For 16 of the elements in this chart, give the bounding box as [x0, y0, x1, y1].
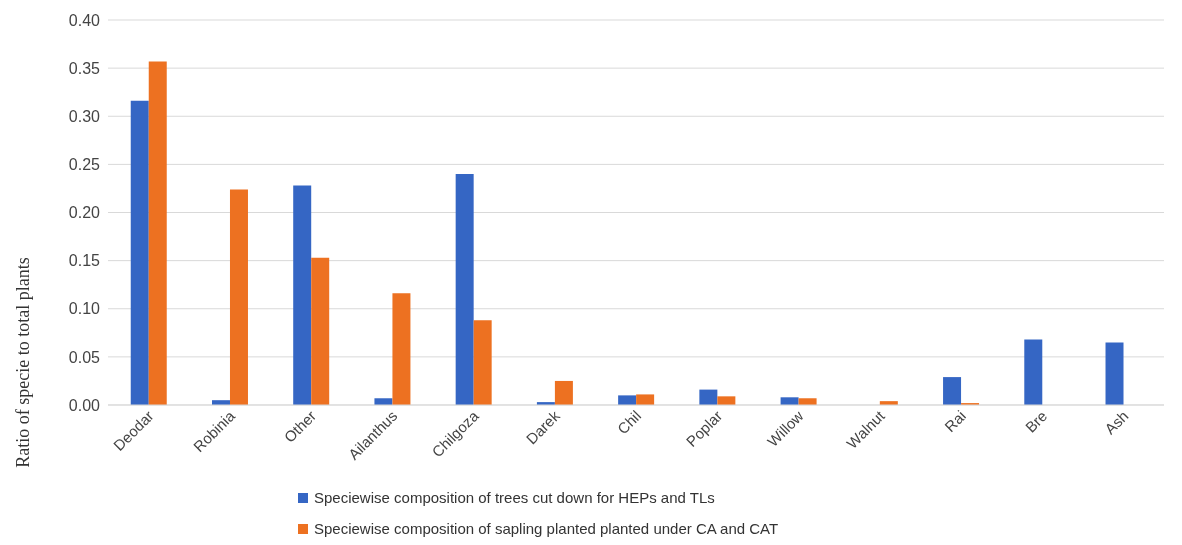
y-tick-label: 0.25 — [68, 156, 101, 174]
y-tick-label: 0.15 — [68, 252, 101, 270]
x-tick-label: Ash — [1101, 407, 1132, 438]
x-tick-label: Bre — [1021, 407, 1051, 436]
x-tick-label: Rai — [941, 407, 970, 436]
legend-label: Speciewise composition of trees cut down for HEPs and TLs — [314, 489, 715, 506]
y-tick-label: 0.35 — [68, 59, 101, 77]
y-axis-title: Ratio of specie to total plants — [13, 257, 34, 468]
y-tick-label: 0.40 — [68, 11, 101, 29]
y-tick-label: 0.10 — [68, 300, 101, 318]
y-tick-label: 0.05 — [68, 348, 101, 366]
x-tick-label: Chil — [613, 407, 645, 438]
y-tick-label: 0.30 — [68, 107, 101, 125]
y-tick-label: 0.00 — [68, 396, 101, 414]
y-tick-label: 0.20 — [68, 204, 101, 222]
legend-label: Speciewise composition of sapling planted planted under CA and CAT — [314, 520, 779, 537]
